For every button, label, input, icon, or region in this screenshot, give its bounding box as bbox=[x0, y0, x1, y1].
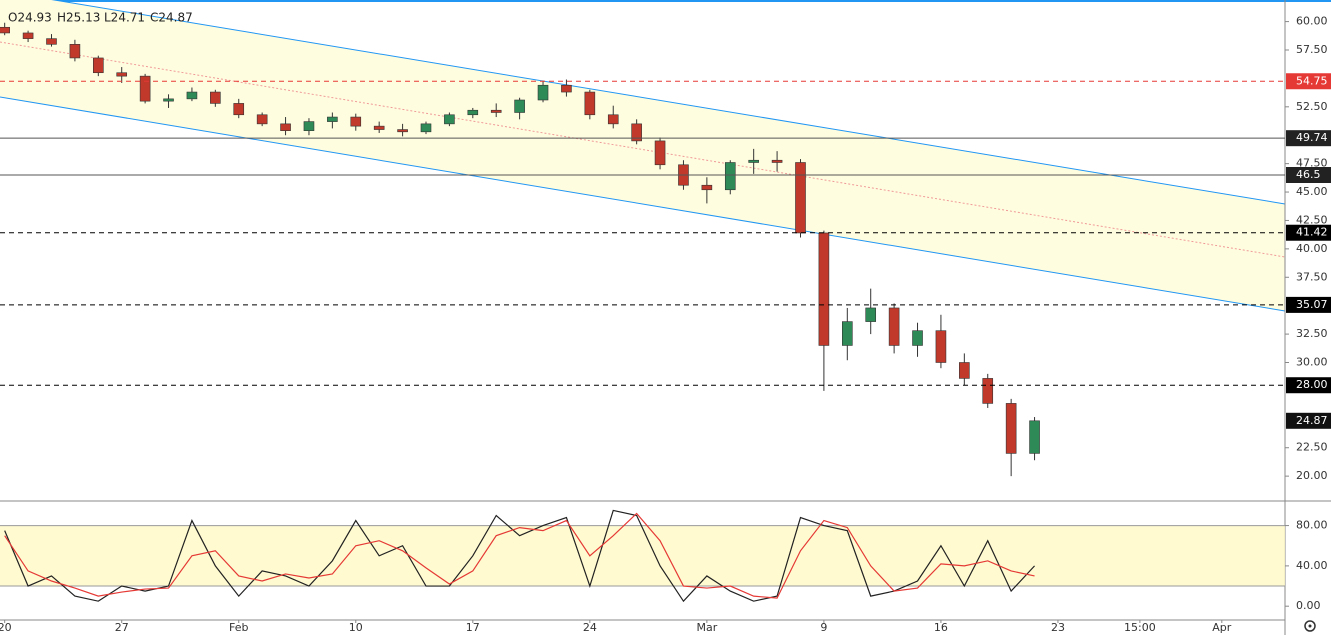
y-tick-label: 37.50 bbox=[1296, 270, 1328, 283]
candle-body bbox=[280, 123, 291, 131]
level-tag bbox=[1286, 377, 1331, 394]
candle-body bbox=[514, 99, 525, 113]
candle-body bbox=[795, 162, 806, 234]
level-tag bbox=[1286, 224, 1331, 241]
x-tick-label: 23 bbox=[1051, 621, 1065, 634]
stoch-line bbox=[4, 509, 1035, 603]
candle-body bbox=[1005, 403, 1017, 454]
band-fill bbox=[0, 525, 1285, 587]
x-tick-label: 27 bbox=[115, 621, 129, 634]
candle-body bbox=[350, 116, 362, 127]
candle-body bbox=[444, 114, 455, 125]
y-tick-label: 42.50 bbox=[1296, 213, 1328, 226]
channel-lower bbox=[0, 96, 1286, 312]
candle-body bbox=[139, 75, 151, 102]
level-tag-label: 41.42 bbox=[1296, 226, 1328, 239]
x-tick-label: 15:00 bbox=[1124, 621, 1156, 634]
candle-body bbox=[186, 91, 198, 100]
candle-body bbox=[654, 140, 666, 166]
settings-icon[interactable] bbox=[1304, 620, 1316, 632]
candle-body bbox=[116, 72, 128, 77]
y-tick-label: 52.50 bbox=[1296, 100, 1328, 113]
candle-body bbox=[935, 330, 947, 363]
candle-body bbox=[561, 84, 572, 93]
candle-body bbox=[0, 26, 10, 34]
y-tick-label: 22.50 bbox=[1296, 441, 1328, 454]
y-tick-label: 30.00 bbox=[1296, 356, 1328, 369]
level-tag bbox=[1286, 167, 1331, 183]
candle-body bbox=[982, 378, 994, 404]
candle-body bbox=[701, 184, 713, 191]
last-price-tag bbox=[1286, 412, 1331, 429]
y-tick-label: 20.00 bbox=[1296, 469, 1328, 482]
y-tick-label: 80.00 bbox=[1296, 519, 1328, 532]
candle-body bbox=[490, 109, 502, 113]
x-tick-label: 17 bbox=[466, 621, 480, 634]
candle-body bbox=[373, 125, 385, 130]
y-tick-label: 57.50 bbox=[1296, 43, 1328, 56]
y-tick-label: 45.00 bbox=[1296, 185, 1328, 198]
candle-body bbox=[256, 114, 268, 125]
level-tag bbox=[1286, 296, 1331, 313]
y-tick-label: 40.00 bbox=[1296, 559, 1328, 572]
candle-body bbox=[163, 98, 174, 102]
candle-body bbox=[584, 91, 596, 116]
x-tick-label: 16 bbox=[934, 621, 948, 634]
level-tag bbox=[1286, 130, 1331, 147]
level-tag-label: 54.75 bbox=[1296, 74, 1328, 87]
y-tick-label: 32.50 bbox=[1296, 327, 1328, 340]
stoch-line bbox=[4, 512, 1035, 599]
candle-body bbox=[631, 123, 642, 142]
ohlc-header: O24.93 H25.13 L24.71 C24.87 bbox=[8, 11, 193, 25]
x-tick-label: 10 bbox=[349, 621, 363, 634]
candle-body bbox=[22, 32, 34, 39]
candle-body bbox=[397, 129, 408, 133]
candle-body bbox=[233, 103, 245, 116]
candle-body bbox=[888, 307, 900, 346]
candle-body bbox=[69, 44, 81, 59]
candle-body bbox=[1029, 420, 1040, 454]
ohlc-close: C24.87 bbox=[150, 11, 193, 25]
candle-body bbox=[210, 91, 221, 104]
channel-upper bbox=[51, 0, 1286, 205]
x-tick-label: Apr bbox=[1212, 621, 1232, 634]
x-tick-label: 20 bbox=[0, 621, 12, 634]
candle-body bbox=[327, 116, 338, 122]
candle-body bbox=[420, 123, 432, 133]
candle-body bbox=[818, 232, 830, 346]
candle-body bbox=[724, 162, 736, 191]
candle-body bbox=[771, 159, 783, 163]
level-tag-label: 28.00 bbox=[1296, 378, 1328, 391]
candle-body bbox=[46, 38, 57, 45]
candle-body bbox=[93, 57, 104, 74]
candle-body bbox=[842, 321, 853, 346]
y-tick-label: 40.00 bbox=[1296, 242, 1328, 255]
x-tick-label: Feb bbox=[229, 621, 248, 634]
level-tag-label: 49.74 bbox=[1296, 131, 1328, 144]
y-tick-label: 60.00 bbox=[1296, 15, 1328, 28]
candle-body bbox=[537, 84, 549, 101]
x-tick-label: Mar bbox=[696, 621, 717, 634]
candle-body bbox=[912, 330, 923, 346]
level-tag-label: 46.5 bbox=[1296, 168, 1321, 181]
candle-body bbox=[607, 114, 619, 125]
y-tick-label: 0.00 bbox=[1296, 599, 1321, 612]
candle-body bbox=[865, 307, 877, 322]
y-tick-label: 47.50 bbox=[1296, 157, 1328, 170]
candle-body bbox=[467, 109, 479, 116]
ohlc-low: L24.71 bbox=[104, 11, 145, 25]
level-tag bbox=[1286, 73, 1331, 90]
candle-body bbox=[748, 159, 759, 163]
channel-median bbox=[0, 41, 1286, 258]
candle-body bbox=[303, 121, 315, 131]
x-tick-label: 9 bbox=[820, 621, 827, 634]
last-price-label: 24.87 bbox=[1296, 414, 1328, 427]
candle-body bbox=[959, 362, 970, 379]
channel-fill bbox=[0, 0, 1285, 311]
ohlc-high: H25.13 bbox=[57, 11, 100, 25]
ohlc-open: O24.93 bbox=[8, 11, 52, 25]
x-tick-label: 24 bbox=[583, 621, 597, 634]
level-tag-label: 35.07 bbox=[1296, 298, 1328, 311]
